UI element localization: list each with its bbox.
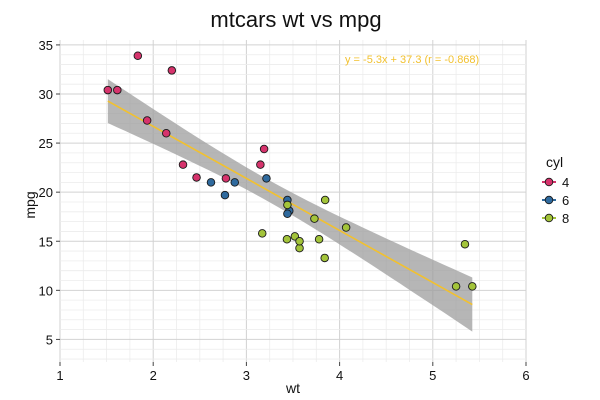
data-point-cyl-8 bbox=[314, 235, 324, 244]
y-tick-label: 30 bbox=[39, 87, 53, 102]
legend-title: cyl bbox=[546, 154, 563, 170]
legend-key-marker bbox=[544, 195, 554, 205]
y-axis-label: mpg bbox=[22, 191, 38, 218]
x-tick-label: 3 bbox=[243, 368, 250, 383]
y-tick-label: 5 bbox=[46, 332, 53, 347]
legend-key-marker bbox=[544, 177, 554, 187]
data-point-cyl-8 bbox=[451, 282, 461, 291]
data-point-cyl-8 bbox=[341, 223, 351, 232]
legend-label: 6 bbox=[562, 193, 569, 208]
data-point-cyl-4 bbox=[192, 173, 201, 182]
data-point-cyl-4 bbox=[256, 160, 265, 169]
data-point-cyl-8 bbox=[257, 229, 267, 238]
legend-key-marker bbox=[544, 213, 554, 223]
equation-annotation: y = -5.3x + 37.3 (r = -0.868) bbox=[345, 54, 479, 66]
data-point-cyl-8 bbox=[295, 236, 304, 246]
x-tick-label: 4 bbox=[336, 368, 343, 383]
y-tick-label: 25 bbox=[39, 136, 53, 151]
data-point-cyl-4 bbox=[142, 116, 152, 125]
x-tick-label: 5 bbox=[429, 368, 436, 383]
y-axis-ticks: 5 10 15 20 25 30 35 bbox=[39, 38, 60, 347]
legend-label: 4 bbox=[562, 175, 569, 190]
plot-area: y = -5.3x + 37.3 (r = -0.868) bbox=[59, 40, 527, 362]
y-tick-label: 35 bbox=[39, 38, 53, 53]
data-point-cyl-4 bbox=[133, 51, 143, 60]
data-point-cyl-4 bbox=[221, 174, 231, 183]
data-point-cyl-6 bbox=[283, 209, 292, 219]
data-point-cyl-4 bbox=[259, 144, 269, 154]
legend: cyl 4 6 8 bbox=[542, 154, 569, 226]
data-point-cyl-8 bbox=[460, 239, 470, 249]
data-point-cyl-8 bbox=[320, 253, 329, 263]
y-tick-label: 20 bbox=[39, 185, 53, 200]
data-point-cyl-4 bbox=[167, 66, 177, 75]
data-point-cyl-6 bbox=[206, 178, 216, 187]
data-point-cyl-6 bbox=[230, 178, 239, 187]
data-points bbox=[103, 51, 477, 291]
data-point-cyl-4 bbox=[161, 129, 171, 138]
data-point-cyl-4 bbox=[178, 160, 188, 169]
y-tick-label: 10 bbox=[39, 283, 53, 298]
data-point-cyl-8 bbox=[468, 282, 477, 291]
data-point-cyl-8 bbox=[282, 235, 292, 244]
x-tick-label: 2 bbox=[150, 368, 157, 383]
data-point-cyl-8 bbox=[310, 214, 319, 223]
chart-title: mtcars wt vs mpg bbox=[210, 7, 381, 32]
y-tick-label: 15 bbox=[39, 234, 53, 249]
legend-label: 8 bbox=[562, 211, 569, 226]
x-axis-label: wt bbox=[285, 380, 300, 396]
data-point-cyl-8 bbox=[320, 195, 330, 205]
x-axis-ticks: 1 2 3 4 5 6 bbox=[56, 362, 530, 383]
x-tick-label: 6 bbox=[522, 368, 529, 383]
data-point-cyl-8 bbox=[283, 200, 292, 210]
data-point-cyl-6 bbox=[262, 174, 271, 183]
data-point-cyl-4 bbox=[113, 85, 122, 95]
data-point-cyl-6 bbox=[220, 190, 230, 200]
data-point-cyl-4 bbox=[103, 85, 113, 95]
x-tick-label: 1 bbox=[56, 368, 63, 383]
